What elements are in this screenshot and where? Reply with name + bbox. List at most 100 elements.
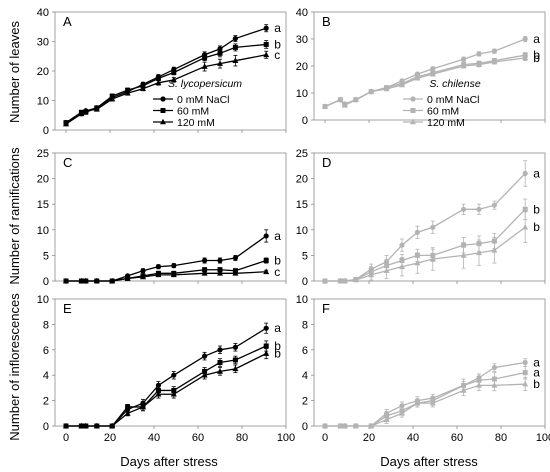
data-point	[232, 357, 238, 363]
x-tick-label: 0	[63, 432, 69, 444]
data-point	[352, 276, 359, 283]
data-point	[217, 368, 223, 374]
panel-frame	[54, 152, 287, 282]
series-circle: a	[63, 321, 281, 429]
data-point	[155, 75, 161, 81]
x-axis-label-left: Days after stress	[120, 454, 218, 469]
data-point	[232, 365, 239, 372]
data-point	[170, 390, 177, 397]
data-point	[522, 36, 528, 42]
y-tick-label: 2	[43, 396, 49, 408]
significance-letter: a	[274, 229, 281, 243]
data-point	[522, 370, 528, 376]
data-point	[337, 96, 344, 103]
data-point	[140, 403, 146, 410]
data-point	[140, 268, 146, 274]
data-point	[171, 372, 177, 378]
data-point	[522, 54, 529, 61]
data-point	[399, 263, 405, 269]
data-point	[217, 267, 223, 273]
legend-marker	[160, 96, 166, 102]
significance-letter: b	[533, 48, 540, 62]
data-point	[124, 89, 131, 96]
data-point	[82, 107, 89, 114]
series-triangle: c	[63, 48, 280, 127]
data-point	[217, 360, 223, 365]
data-point	[201, 63, 208, 69]
data-point	[263, 268, 270, 275]
data-point	[63, 120, 69, 127]
data-point	[232, 35, 238, 42]
legend-marker	[410, 118, 416, 125]
y-tick-label: 30	[296, 34, 308, 46]
panel-letter: B	[322, 14, 331, 29]
series-square: b	[63, 339, 281, 429]
data-point	[155, 264, 161, 270]
panel-letter: D	[322, 155, 331, 170]
series-triangle: b	[63, 347, 281, 429]
y-tick-label: 40	[37, 7, 49, 19]
legend-label: 60 mM	[177, 106, 209, 118]
data-point	[217, 46, 223, 52]
data-point	[202, 55, 208, 61]
y-tick-label: 0	[302, 276, 308, 288]
y-tick-label: 0	[302, 421, 308, 433]
data-point	[491, 58, 498, 65]
panel-frame	[313, 298, 546, 427]
data-point	[263, 258, 269, 264]
data-point	[460, 387, 467, 393]
data-point	[155, 271, 162, 278]
data-point	[476, 206, 482, 212]
legend-label: 120 mM	[427, 117, 465, 129]
y-tick-label: 20	[296, 61, 308, 73]
data-point	[202, 353, 208, 359]
significance-letter: b	[533, 202, 540, 216]
series-line	[325, 208, 526, 282]
data-point	[202, 267, 208, 273]
y-tick-label: 5	[302, 250, 308, 262]
data-point	[217, 60, 223, 66]
series-square: a	[322, 366, 540, 429]
significance-letter: b	[274, 347, 281, 361]
data-point	[399, 410, 405, 416]
data-point	[201, 270, 208, 276]
data-point	[78, 277, 85, 284]
data-point	[263, 350, 270, 356]
data-point	[201, 371, 208, 378]
significance-letter: b	[533, 220, 540, 234]
data-point	[93, 422, 100, 429]
data-point	[109, 277, 116, 284]
data-point	[491, 246, 498, 253]
data-point	[414, 229, 420, 235]
data-point	[337, 277, 344, 284]
data-point	[430, 66, 436, 72]
y-tick-label: 2	[302, 396, 308, 408]
data-point	[124, 410, 131, 416]
data-point	[429, 255, 436, 262]
data-point	[232, 270, 239, 276]
significance-letter: b	[274, 37, 281, 51]
data-point	[263, 233, 269, 239]
data-point	[522, 380, 529, 387]
y-tick-label: 4	[43, 370, 49, 382]
y-tick-label: 8	[302, 319, 308, 331]
y-axis-label-ramifications: Number of ramifications	[7, 147, 22, 285]
y-tick-label: 30	[37, 37, 49, 49]
significance-letter: c	[274, 48, 280, 62]
data-point	[461, 56, 467, 62]
significance-letter: b	[533, 377, 540, 391]
data-point	[337, 422, 344, 429]
series-line	[325, 226, 526, 282]
series-triangle: b	[322, 377, 540, 429]
data-point	[383, 85, 390, 92]
y-tick-label: 0	[302, 115, 308, 127]
data-point	[429, 399, 436, 406]
data-point	[140, 85, 146, 91]
x-tick-label: 0	[322, 432, 328, 444]
significance-letter: c	[274, 265, 280, 279]
data-point	[491, 376, 497, 382]
